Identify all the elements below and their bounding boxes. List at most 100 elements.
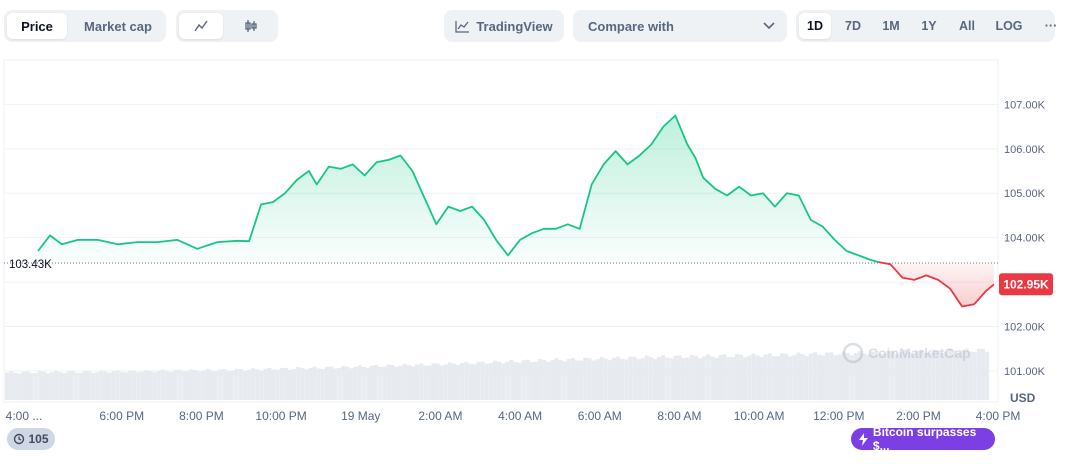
current-price-tag-bg	[999, 273, 1053, 296]
events-badge[interactable]: 105	[7, 428, 55, 450]
volume-bar	[640, 358, 645, 400]
price-tab[interactable]: Price	[7, 13, 67, 39]
volume-bar	[46, 373, 51, 400]
volume-bar	[948, 348, 953, 400]
volume-bar	[58, 372, 63, 400]
line-chart-icon[interactable]	[179, 13, 223, 39]
volume-bar	[968, 351, 973, 400]
volume-bar	[287, 369, 293, 400]
volume-bar	[857, 351, 862, 400]
view-toggle: Price Market cap	[4, 10, 166, 42]
x-tick-label: 10:00 AM	[734, 409, 785, 423]
volume-bar	[406, 365, 411, 400]
x-tick-label: 8:00 PM	[179, 409, 224, 423]
volume-bar	[738, 354, 744, 400]
volume-bar	[443, 364, 448, 400]
up-area	[38, 115, 879, 263]
volume-bar	[956, 352, 961, 400]
volume-bar	[103, 371, 108, 400]
volume-bar	[550, 360, 555, 400]
volume-bar	[177, 369, 182, 400]
volume-bar	[882, 353, 887, 400]
candlestick-icon[interactable]	[229, 13, 273, 39]
volume-bar	[447, 362, 452, 400]
volume-bar	[677, 355, 682, 400]
market-cap-tab[interactable]: Market cap	[84, 18, 152, 34]
volume-bar	[763, 354, 768, 400]
volume-bar	[579, 360, 584, 400]
volume-bar	[775, 356, 780, 400]
range-7d[interactable]: 7D	[845, 19, 861, 33]
volume-bar	[242, 370, 247, 400]
volume-bar	[673, 355, 678, 400]
volume-bar	[919, 349, 924, 400]
y-tick-label: 104.00K	[1004, 233, 1046, 245]
volume-bar	[829, 352, 834, 400]
volume-bar	[54, 370, 59, 400]
volume-bar	[788, 356, 793, 400]
volume-bar	[702, 356, 707, 400]
volume-bar	[91, 372, 96, 400]
more-button[interactable]: ···	[1044, 19, 1058, 33]
y-tick-label: 107.00K	[1004, 99, 1046, 111]
volume-bar	[230, 370, 235, 400]
volume-bar	[624, 359, 629, 400]
history-icon	[14, 433, 25, 445]
volume-bar	[271, 369, 276, 400]
volume-bar	[751, 353, 756, 400]
volume-bar	[792, 355, 797, 400]
volume-bar	[226, 370, 231, 400]
volume-bar	[599, 356, 604, 400]
volume-bar	[874, 351, 879, 400]
volume-bar	[423, 365, 428, 400]
volume-bar	[689, 354, 694, 400]
range-1y[interactable]: 1Y	[921, 19, 937, 33]
volume-bar	[652, 359, 657, 400]
x-tick-label: 2:00 AM	[418, 409, 462, 423]
volume-bar	[726, 357, 731, 400]
x-tick-label: 10:00 PM	[255, 409, 306, 423]
down-line	[878, 261, 995, 308]
range-1m[interactable]: 1M	[882, 19, 900, 33]
news-badge[interactable]: Bitcoin surpasses $...	[851, 425, 995, 453]
price-lines	[37, 114, 995, 308]
compare-select[interactable]: Compare with	[573, 10, 787, 42]
plot-frame	[3, 59, 999, 403]
tradingview-button[interactable]: TradingView	[444, 10, 564, 42]
volume-bar	[263, 368, 268, 400]
volume-bar	[964, 348, 969, 400]
x-tick-label: 2:00 PM	[896, 409, 941, 423]
volume-bar	[152, 372, 157, 400]
x-tick-label: 6:00 AM	[578, 409, 622, 423]
volume-bar	[279, 367, 284, 400]
volume-bar	[415, 364, 420, 400]
x-tick-label: 4:00 AM	[498, 409, 542, 423]
volume-bar	[710, 356, 715, 400]
volume-bar	[603, 358, 608, 400]
volume-bar	[886, 350, 891, 400]
volume-bar	[435, 363, 440, 400]
volume-bar	[37, 371, 42, 400]
tradingview-label: TradingView	[476, 18, 553, 34]
volume-bar	[324, 366, 329, 400]
range-all[interactable]: All	[959, 19, 975, 33]
volume-bar	[82, 370, 88, 400]
volume-bar	[743, 357, 748, 400]
volume-bar	[33, 372, 38, 400]
volume-bar	[439, 365, 444, 400]
volume-bar	[87, 371, 92, 400]
volume-bar	[312, 366, 317, 400]
volume-bar	[111, 371, 116, 400]
volume-bar	[349, 368, 354, 400]
y-tick-label: 105.00K	[1004, 188, 1046, 200]
volume-bar	[656, 356, 662, 400]
volume-bar	[144, 369, 149, 400]
volume-bar	[890, 351, 895, 400]
volume-bar	[665, 357, 670, 400]
volume-bar	[734, 354, 739, 400]
volume-bar	[825, 352, 830, 400]
log-toggle[interactable]: LOG	[995, 19, 1023, 33]
volume-bar	[259, 370, 264, 400]
range-1d[interactable]: 1D	[799, 13, 831, 39]
